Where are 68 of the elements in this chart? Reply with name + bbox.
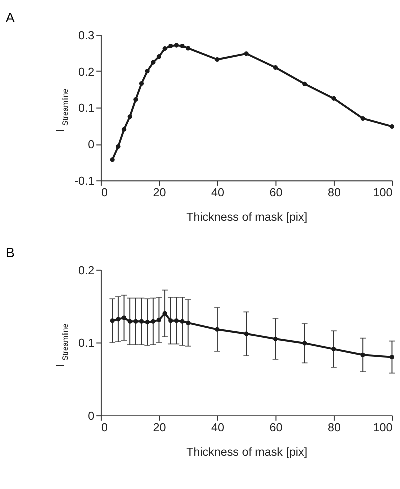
x-tick-label: 100 [373,186,394,200]
point [145,69,150,74]
y-tick-label: 0.2 [78,264,95,278]
point [122,127,127,132]
point [332,347,336,352]
x-tick-label: 20 [153,422,167,435]
point [128,114,132,120]
point [273,336,278,342]
y-axis-title: IStreamline [54,324,70,368]
point [151,319,156,324]
x-tick-label: 80 [328,186,342,200]
y-axis-title: IStreamline [54,88,70,132]
x-tick-label: 60 [270,186,284,200]
point [215,327,220,332]
point [244,52,249,56]
point [215,57,220,62]
y-tick-label: 0.1 [78,102,95,116]
point [162,311,168,316]
point [180,319,185,324]
point [302,341,308,346]
x-tick-label: 100 [373,422,394,435]
point [162,46,168,52]
point [139,82,144,86]
x-axis-title: Thickness of mask [pix] [186,446,308,459]
point [128,319,132,324]
point [168,318,174,324]
x-tick-label: 80 [328,422,342,435]
point [244,332,249,336]
point [174,43,179,48]
point [156,54,162,60]
y-tick-label: 0.2 [78,66,95,79]
point [156,318,162,322]
point [116,317,121,322]
point [273,65,278,70]
point [134,319,138,324]
point [116,144,121,150]
point [302,82,308,86]
x-tick-label: 60 [270,422,284,435]
x-axis-title: Thickness of mask [pix] [186,210,308,224]
x-tick-label: 0 [101,422,108,435]
point [360,352,366,358]
point [151,60,156,65]
point [110,318,115,324]
x-tick-label: 0 [101,186,108,200]
point [186,320,191,326]
chart-title: B [6,245,15,260]
point [122,316,127,320]
chart-title: A [6,10,16,26]
point [360,116,366,121]
point [139,319,144,324]
point [134,98,138,102]
y-tick-label: 0.1 [78,337,95,350]
y-tick-label: 0 [88,138,96,152]
point [390,124,395,130]
y-tick-label: -0.1 [74,174,95,188]
point [110,158,115,162]
x-tick-label: 20 [153,186,167,200]
y-tick-label: 0 [88,410,96,423]
point [174,318,179,324]
point [145,320,150,325]
point [332,96,336,101]
point [168,44,174,49]
x-tick-label: 40 [211,186,225,200]
point [186,46,191,51]
x-tick-label: 40 [211,422,225,435]
y-tick-label: 0.3 [78,29,95,42]
point [180,44,185,49]
point [390,355,395,360]
